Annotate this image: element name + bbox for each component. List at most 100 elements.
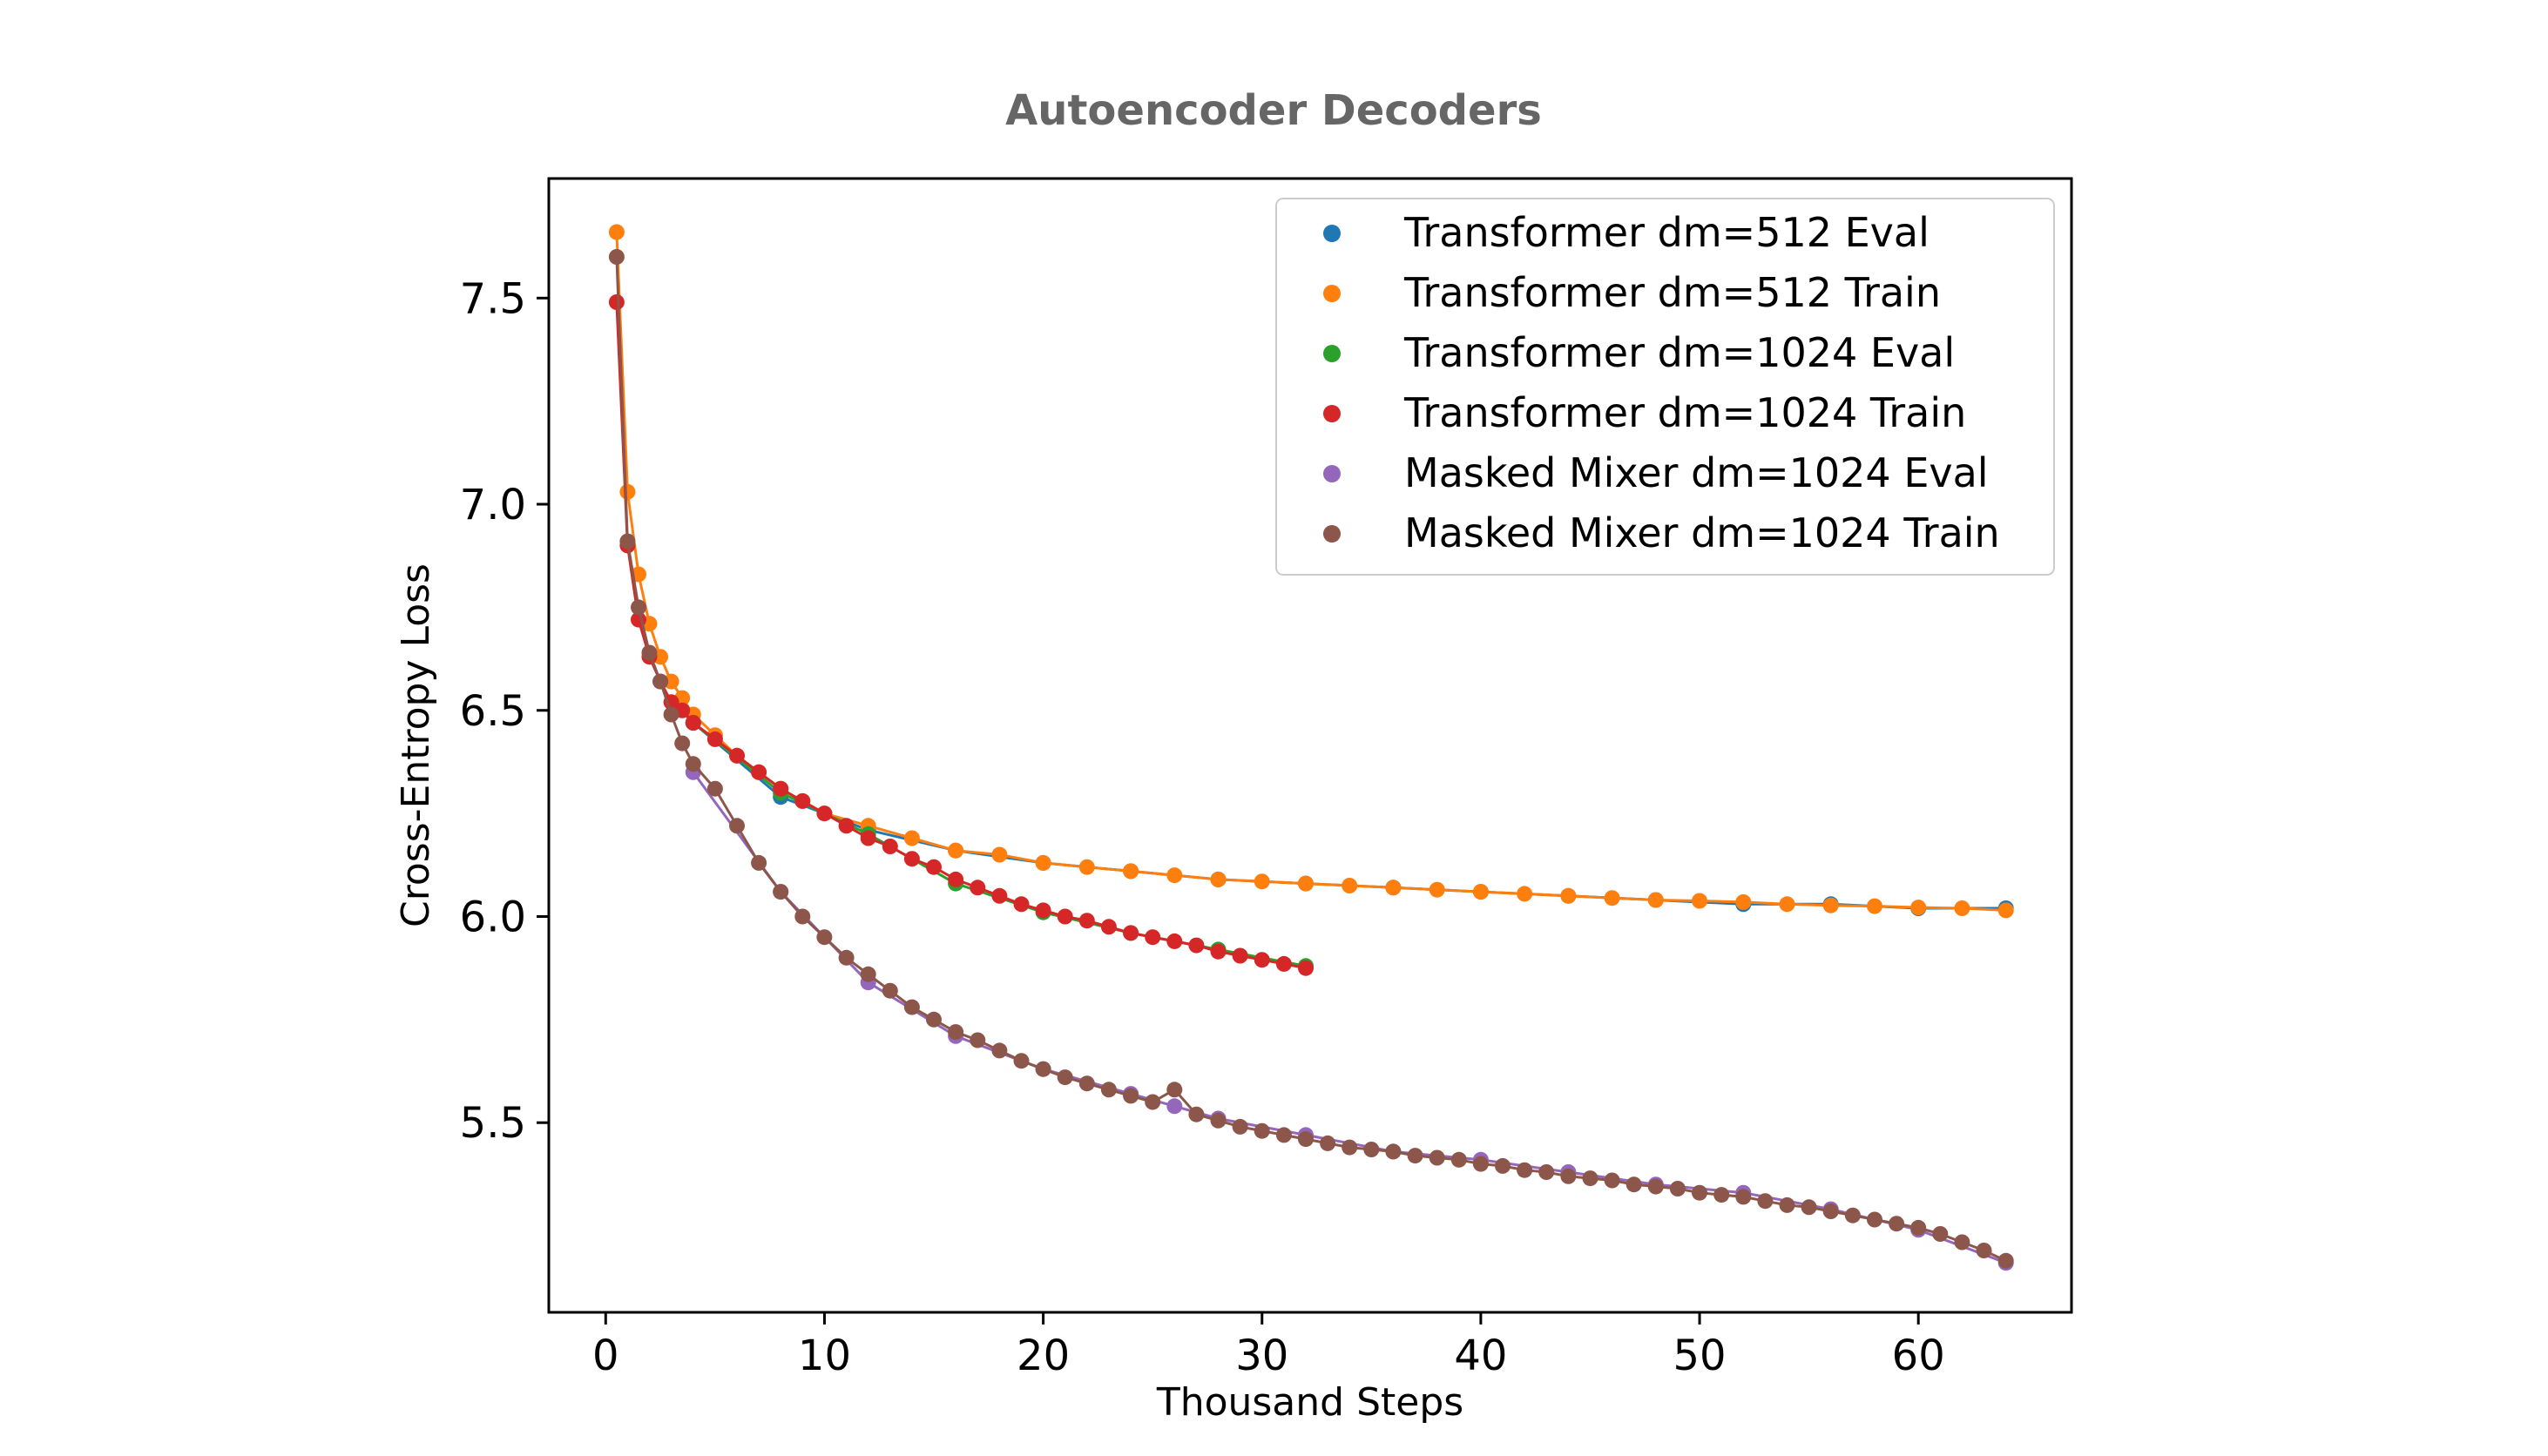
- x-tick-label: 50: [1673, 1331, 1727, 1380]
- data-point: [1692, 893, 1707, 909]
- data-point: [1517, 1162, 1533, 1178]
- data-point: [816, 806, 833, 822]
- data-point: [1867, 898, 1882, 914]
- data-point: [1363, 1142, 1380, 1157]
- data-point: [1385, 1143, 1402, 1160]
- data-point: [1692, 1184, 1707, 1201]
- data-point: [1779, 1196, 1795, 1213]
- data-point: [1166, 1082, 1183, 1098]
- data-point: [1997, 1252, 2014, 1269]
- legend-marker: [1323, 465, 1341, 482]
- data-point: [1035, 854, 1051, 871]
- data-point: [1013, 1053, 1030, 1069]
- x-tick-label: 20: [1017, 1331, 1070, 1380]
- data-point: [1013, 896, 1030, 913]
- data-point: [1057, 908, 1073, 925]
- x-axis: 0 10 20 30 40 50 60: [592, 1312, 1945, 1380]
- data-point: [794, 792, 811, 809]
- data-point: [1035, 1061, 1051, 1077]
- data-point: [1735, 1189, 1752, 1205]
- data-point: [1625, 1176, 1642, 1193]
- data-point: [619, 483, 636, 500]
- legend-marker: [1323, 405, 1341, 422]
- data-point: [706, 780, 723, 797]
- y-axis: 5.5 6.0 6.5 7.0 7.5: [460, 274, 549, 1148]
- data-point: [751, 854, 767, 871]
- data-point: [1954, 900, 1970, 916]
- data-point: [663, 673, 679, 690]
- data-point: [1166, 867, 1183, 884]
- plot-frame: [547, 177, 2073, 1314]
- data-point: [816, 929, 833, 946]
- legend-marker: [1323, 225, 1341, 242]
- data-point: [1145, 929, 1161, 946]
- data-point: [882, 839, 898, 854]
- data-point: [1910, 1219, 1927, 1236]
- data-point: [608, 249, 625, 265]
- data-point: [706, 731, 723, 747]
- data-point: [991, 887, 1008, 904]
- data-point: [631, 599, 646, 616]
- data-point: [1735, 893, 1752, 910]
- data-point: [685, 756, 701, 772]
- data-point: [663, 706, 679, 723]
- data-point: [1166, 1098, 1183, 1115]
- data-point: [1298, 960, 1314, 976]
- data-point: [1822, 897, 1839, 913]
- data-point: [1844, 1207, 1861, 1223]
- data-point: [1713, 1187, 1730, 1203]
- data-point: [619, 533, 636, 549]
- data-point: [1801, 1199, 1817, 1216]
- series-line: [692, 721, 1307, 967]
- data-point: [1385, 880, 1402, 896]
- data-point: [882, 982, 898, 999]
- data-point: [1320, 1135, 1336, 1151]
- series-4: [685, 764, 2014, 1271]
- legend-label: Transformer dm=512 Train: [1403, 269, 1941, 316]
- data-point: [1472, 1156, 1489, 1172]
- data-point: [1275, 955, 1292, 972]
- chart-title: Autoencoder Decoders: [1005, 86, 1542, 135]
- data-point: [1342, 878, 1358, 893]
- data-point: [1910, 900, 1927, 916]
- data-point: [1932, 1226, 1949, 1242]
- data-point: [1407, 1148, 1423, 1164]
- data-point: [1779, 896, 1795, 913]
- data-point: [991, 1042, 1008, 1059]
- data-point: [1757, 1193, 1774, 1210]
- series-5: [608, 249, 2014, 1269]
- y-tick-label: 6.5: [460, 687, 526, 736]
- data-point: [1188, 1106, 1205, 1122]
- data-point: [1647, 892, 1664, 908]
- data-point: [1100, 1082, 1117, 1098]
- data-point: [1954, 1234, 1970, 1250]
- data-point: [1078, 859, 1095, 875]
- data-point: [652, 673, 669, 690]
- data-point: [991, 846, 1008, 863]
- data-point: [1822, 1203, 1839, 1219]
- data-point: [1867, 1211, 1882, 1228]
- data-point: [1275, 1127, 1292, 1143]
- data-point: [948, 871, 964, 887]
- data-point: [1298, 1131, 1314, 1148]
- series-line: [615, 301, 1307, 970]
- data-point: [1232, 1118, 1248, 1135]
- data-point: [926, 1011, 942, 1028]
- data-point: [860, 830, 876, 846]
- data-point: [1100, 919, 1117, 935]
- data-point: [1123, 1088, 1139, 1104]
- data-point: [1472, 884, 1489, 900]
- series-3: [608, 294, 1314, 976]
- data-point: [1210, 943, 1227, 960]
- data-point: [685, 715, 701, 731]
- data-point: [1166, 933, 1183, 949]
- data-point: [1145, 1094, 1161, 1110]
- legend: Transformer dm=512 Eval Transformer dm=51…: [1275, 198, 2055, 576]
- y-tick-label: 7.0: [460, 481, 526, 529]
- data-point: [1604, 1172, 1620, 1189]
- data-point: [1517, 886, 1533, 902]
- data-point: [773, 780, 789, 797]
- x-axis-label: Thousand Steps: [1156, 1380, 1463, 1425]
- data-point: [1078, 913, 1095, 929]
